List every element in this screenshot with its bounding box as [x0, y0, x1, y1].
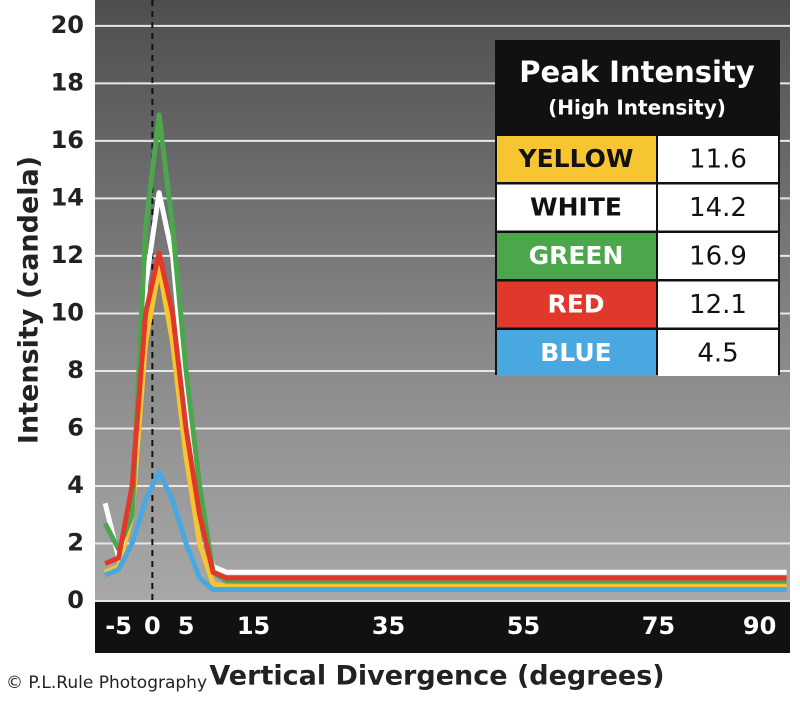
table-title: Peak Intensity [519, 55, 755, 89]
y-tick-label: 16 [51, 126, 84, 154]
table-value-cell [658, 233, 778, 279]
y-tick-label: 0 [67, 586, 84, 614]
table-value-cell [658, 184, 778, 231]
table-value-cell [658, 330, 778, 376]
table-label-cell [497, 330, 656, 376]
x-tick-label: 15 [237, 612, 270, 640]
table-value: 16.9 [689, 242, 747, 272]
series-line [104, 250, 787, 581]
x-axis-band [95, 601, 790, 653]
table-label-cell [497, 233, 656, 279]
table-value: 11.6 [689, 145, 747, 175]
y-tick-label: 8 [67, 356, 84, 384]
table-value: 12.1 [689, 290, 747, 320]
legend-label: GREEN [529, 241, 624, 270]
x-tick-label: 35 [372, 612, 405, 640]
table-label-cell [497, 184, 656, 231]
table-subtitle: (High Intensity) [548, 96, 726, 120]
legend-label: YELLOW [518, 144, 634, 173]
y-tick-label: 20 [51, 11, 84, 39]
legend-label: RED [547, 290, 604, 319]
x-tick-label: 75 [642, 612, 675, 640]
y-tick-label: 6 [67, 413, 84, 441]
credit: © P.L.Rule Photography [6, 673, 207, 693]
y-tick-label: 10 [51, 298, 84, 326]
y-tick-label: 12 [51, 241, 84, 269]
table-value: 4.5 [697, 339, 738, 369]
legend-label: WHITE [530, 193, 622, 222]
table-value-cell [658, 136, 778, 182]
y-axis-label: Intensity (candela) [14, 156, 45, 444]
table-value: 14.2 [689, 193, 747, 223]
y-tick-label: 4 [67, 471, 84, 499]
y-tick-label: 18 [51, 68, 84, 96]
x-tick-label: 55 [507, 612, 540, 640]
series-line [104, 469, 787, 592]
y-tick-label: 14 [51, 183, 84, 211]
table-value-cell [658, 281, 778, 328]
x-tick-label: 0 [144, 612, 161, 640]
table-label-cell [497, 281, 656, 328]
x-axis-label: Vertical Divergence (degrees) [209, 661, 664, 692]
legend-label: BLUE [540, 338, 611, 367]
table-label-cell [497, 136, 656, 182]
y-tick-label: 2 [67, 528, 84, 556]
x-tick-label: -5 [105, 612, 132, 640]
x-tick-label: 5 [178, 612, 195, 640]
x-tick-label: 90 [743, 612, 776, 640]
